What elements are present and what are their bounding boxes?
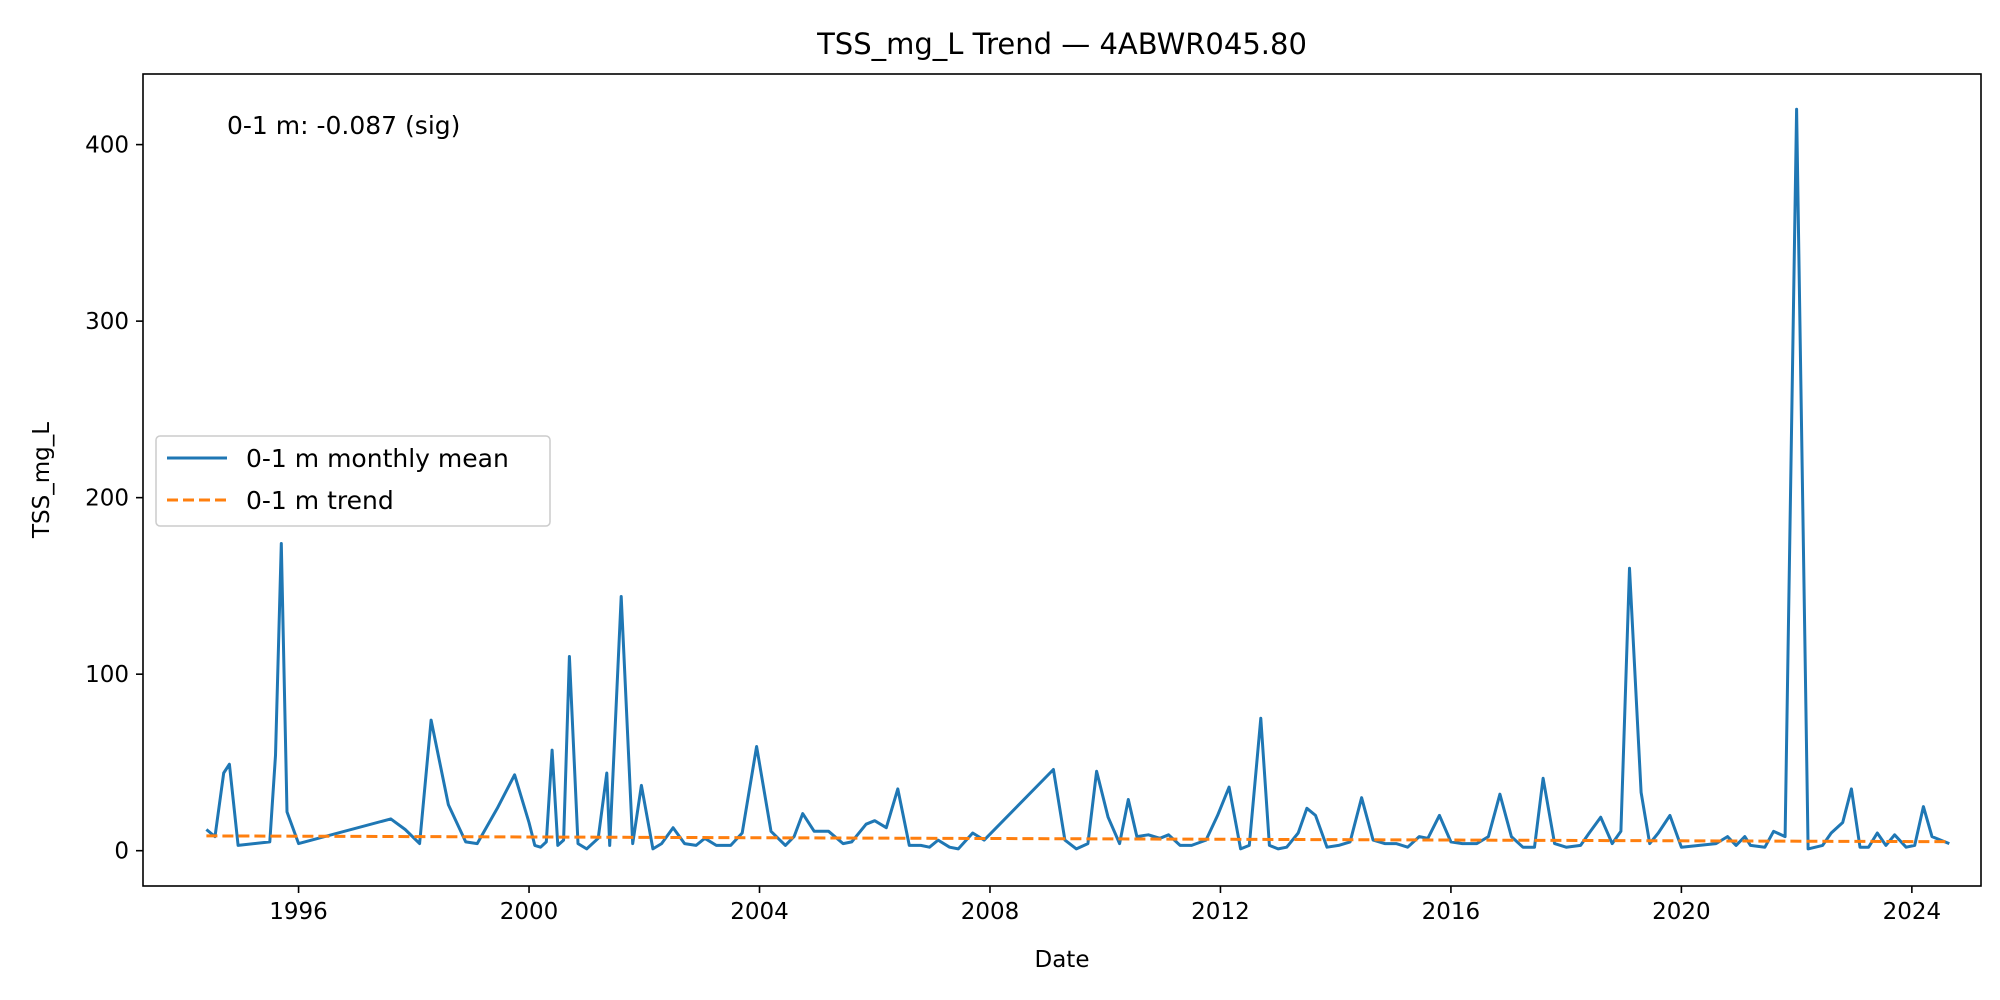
plot-area: 1996 2000 2004 2008 2012 2016 2020 2024 0 100 200… xyxy=(85,73,1982,925)
y-tick-label: 100 xyxy=(85,662,129,688)
x-axis-label: Date xyxy=(1035,947,1090,973)
x-tick-label: 2016 xyxy=(1422,899,1481,925)
x-tick-label: 2020 xyxy=(1652,899,1711,925)
x-axis-ticks: 1996 2000 2004 2008 2012 2016 2020 2024 xyxy=(269,886,1941,925)
x-tick-label: 2012 xyxy=(1191,899,1250,925)
legend-label-monthly-mean: 0-1 m monthly mean xyxy=(246,444,509,473)
y-tick-label: 200 xyxy=(85,486,129,512)
x-tick-label: 1996 xyxy=(269,899,328,925)
y-tick-label: 400 xyxy=(85,133,129,159)
x-tick-label: 2008 xyxy=(961,899,1020,925)
legend-label-trend: 0-1 m trend xyxy=(246,486,394,515)
plot-frame xyxy=(142,73,1982,887)
chart-title: TSS_mg_L Trend — 4ABWR045.80 xyxy=(816,27,1307,61)
y-axis-label: TSS_mg_L xyxy=(29,422,55,539)
y-axis-ticks: 0 100 200 300 400 xyxy=(85,133,143,865)
x-tick-label: 2000 xyxy=(500,899,559,925)
series-line-monthly-mean xyxy=(205,107,1950,851)
series-layer xyxy=(205,107,1950,851)
trend-annotation: 0-1 m: -0.087 (sig) xyxy=(227,111,460,140)
x-tick-label: 2024 xyxy=(1883,899,1942,925)
y-tick-label: 300 xyxy=(85,309,129,335)
x-tick-label: 2004 xyxy=(730,899,789,925)
y-tick-label: 0 xyxy=(114,839,129,865)
legend: 0-1 m monthly mean 0-1 m trend xyxy=(155,435,551,527)
series-line-trend xyxy=(206,834,1950,844)
legend-box xyxy=(155,435,551,527)
